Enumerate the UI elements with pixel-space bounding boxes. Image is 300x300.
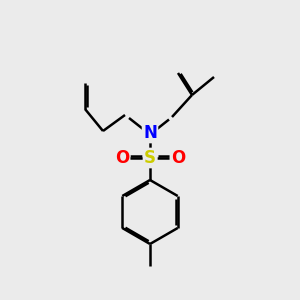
Text: O: O: [171, 149, 185, 167]
Text: S: S: [144, 149, 156, 167]
Text: O: O: [115, 149, 129, 167]
Text: N: N: [143, 124, 157, 142]
